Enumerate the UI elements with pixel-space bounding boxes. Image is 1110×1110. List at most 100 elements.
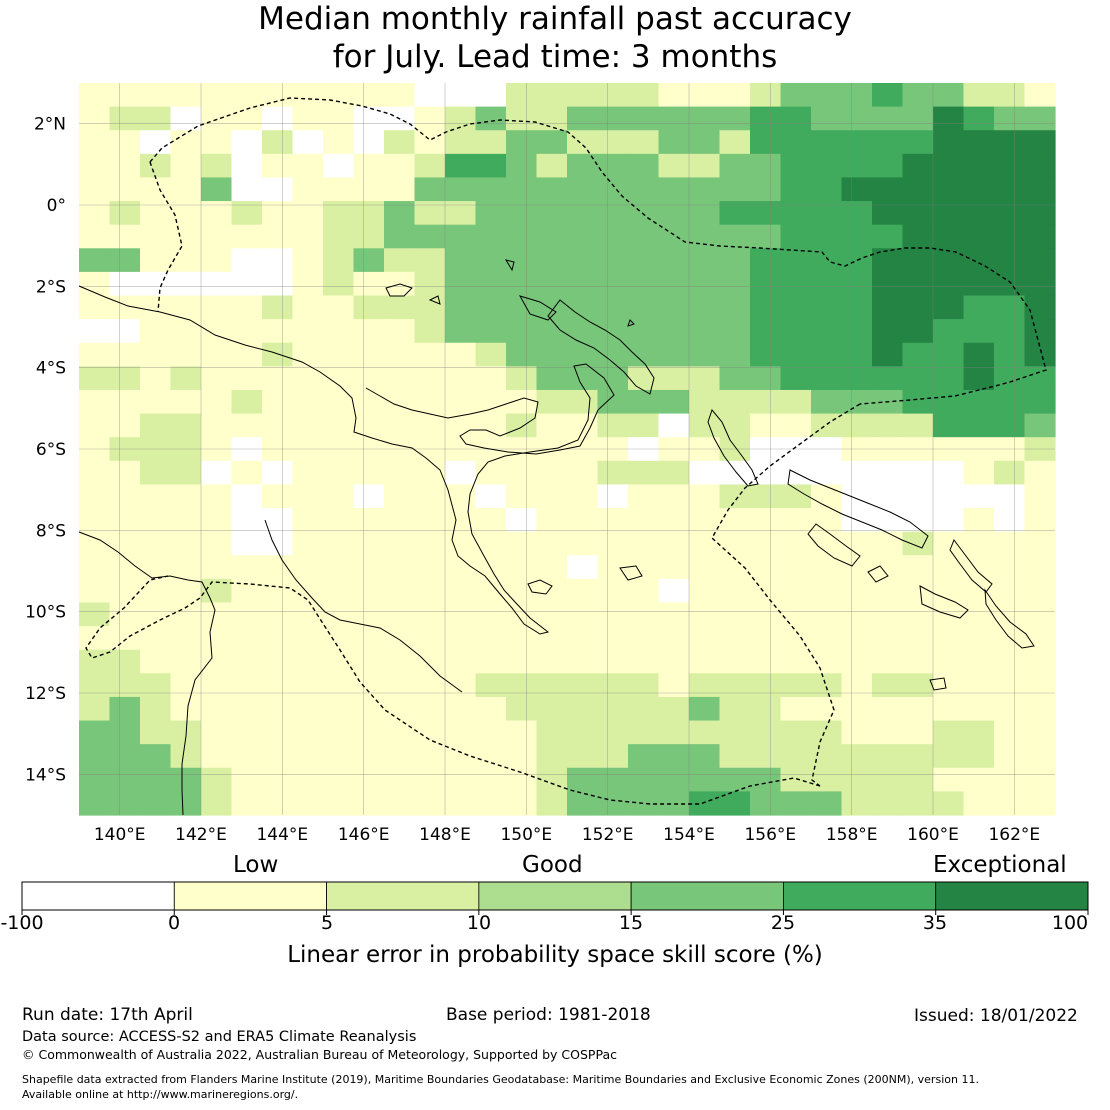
skill-cell [689,696,721,722]
skill-cell [872,578,904,604]
skill-cell [811,555,843,580]
longitude-tick-label: 146°E [338,825,390,845]
skill-cell [353,626,385,651]
skill-cell [719,578,751,604]
skill-cell [597,602,629,627]
skill-cell [475,649,507,674]
skill-cell [567,767,599,792]
skill-cell [414,271,446,297]
skill-cell [353,366,385,391]
skill-cell [109,319,141,344]
skill-cell [994,555,1026,580]
skill-cell [170,153,202,179]
skill-cell [628,413,660,438]
colorbar-swatch [326,881,480,911]
skill-cell [445,602,477,627]
skill-cell [811,83,843,108]
skill-cell [384,460,416,486]
skill-cell [719,602,751,627]
skill-cell [811,767,843,792]
skill-cell [872,201,904,226]
skill-cell [1024,106,1056,131]
skill-cell [780,83,812,108]
skill-cell [79,484,111,509]
australia-coastline [78,531,216,816]
skill-cell [262,744,294,769]
skill-cell [170,484,202,509]
skill-cell [841,626,873,651]
skill-cell [719,508,751,533]
skill-cell [201,649,233,674]
skill-cell [475,153,507,179]
new-britain-coastline [547,299,655,395]
skill-cell [323,106,355,131]
skill-cell [414,106,446,131]
skill-cell [933,295,965,320]
skill-cell [597,791,629,816]
skill-cell [140,744,172,769]
skill-cell [597,295,629,320]
skill-cell [963,366,995,391]
latitude-tick-labels: 2°N 0° 2°S 4°S 6°S 8°S 10°S 12°S 14°S [25,115,66,786]
skill-cell [201,224,233,249]
skill-cell [231,555,263,580]
skill-cell [1024,177,1056,202]
skill-cell [445,791,477,816]
skill-cell [994,83,1026,108]
skill-cell [1024,673,1056,698]
skill-cell [750,791,782,816]
skill-cell [323,720,355,745]
skill-cell [811,460,843,486]
skill-cell [262,201,294,226]
skill-cell [536,578,568,604]
skill-cell [963,720,995,745]
skill-cell [536,177,568,202]
skill-cell [201,201,233,226]
skill-cell [109,342,141,367]
skill-cell [872,767,904,792]
skill-cell [170,201,202,226]
skill-cell [414,413,446,438]
skill-cell [658,531,690,556]
colorbar-label: Linear error in probability space skill … [287,942,823,968]
skill-cell [841,83,873,108]
skill-cell [1024,153,1056,179]
skill-cell [140,153,172,179]
skill-cell [79,508,111,533]
skill-cell [872,720,904,745]
skill-cell [902,696,934,722]
skill-cell [292,224,324,249]
skill-cell [475,744,507,769]
skill-cell [1024,271,1056,297]
skill-cell [628,508,660,533]
skill-cell [170,413,202,438]
skill-cell [109,130,141,155]
skill-cell [841,319,873,344]
skill-cell [1024,319,1056,344]
skill-cell [780,649,812,674]
skill-cell [689,83,721,108]
skill-cell [963,767,995,792]
skill-cell [811,224,843,249]
skill-cell [994,106,1026,131]
skill-cell [506,649,538,674]
skill-cell [1024,578,1056,604]
skill-cell [719,130,751,155]
skill-cell [384,484,416,509]
skill-cell [79,460,111,486]
skill-cell [1024,248,1056,273]
skill-cell [933,720,965,745]
colorbar-heading-good: Good [522,852,583,878]
skill-cell [933,413,965,438]
skill-cell [170,626,202,651]
skill-cell [689,389,721,415]
skill-cell [292,83,324,108]
skill-cell [689,767,721,792]
skill-cell [475,177,507,202]
skill-cell [475,555,507,580]
skill-cell [384,413,416,438]
skill-cell [231,366,263,391]
skill-cell [79,767,111,792]
vanuatu-coastline [984,588,1035,649]
skill-cell [292,744,324,769]
